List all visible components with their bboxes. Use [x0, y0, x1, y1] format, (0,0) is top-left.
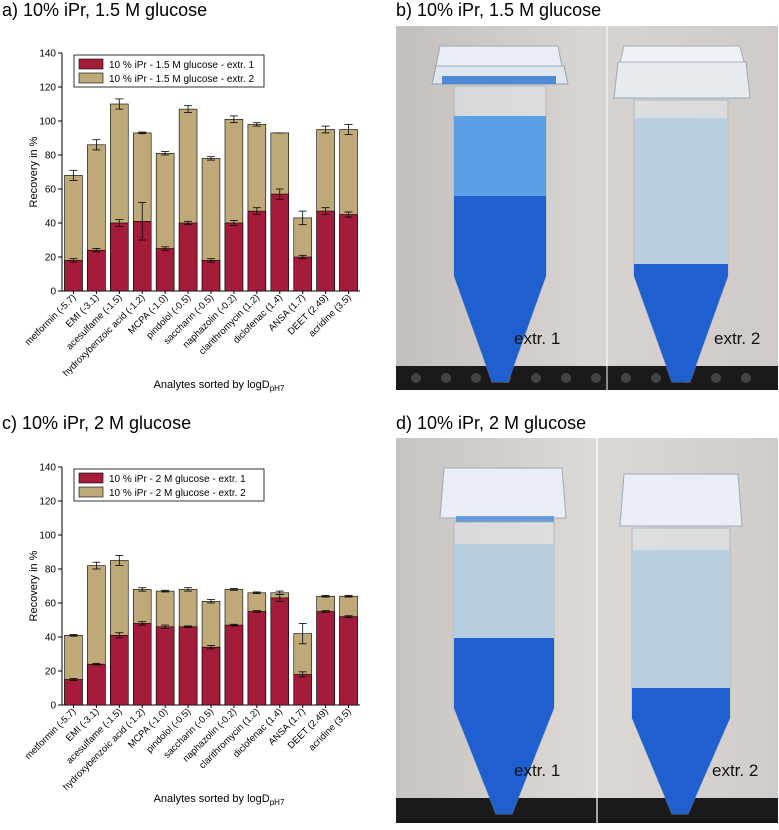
bar-extr1 — [110, 635, 129, 706]
y-tick-label: 0 — [50, 287, 56, 298]
bar-extr1 — [339, 214, 358, 292]
y-tick-label: 140 — [39, 49, 56, 60]
y-tick-label: 20 — [45, 253, 57, 264]
tube-right-d — [619, 473, 743, 815]
x-axis-label-subscript: pH7 — [270, 798, 285, 807]
bar-extr1 — [178, 626, 198, 706]
panel-a-label: a) 10% iPr, 1.5 M glucose — [2, 0, 208, 20]
y-tick-label: 120 — [39, 83, 56, 94]
bar-extr1 — [293, 256, 312, 292]
y-tick-label: 60 — [45, 599, 57, 610]
tube-left-label-b: extr. 1 — [514, 329, 560, 348]
bar-extr1 — [247, 611, 267, 706]
y-tick-label: 100 — [39, 117, 56, 128]
bar-extr1 — [155, 626, 175, 706]
legend-swatch — [78, 72, 104, 84]
tube-left-d — [439, 467, 567, 815]
bar-extr1 — [155, 248, 175, 292]
bar-extr1 — [339, 616, 358, 706]
bar-extr1 — [87, 249, 106, 292]
tube-left-label-d: extr. 1 — [514, 761, 560, 780]
bar-extr1 — [293, 674, 312, 706]
x-axis-label: Analytes sorted by logDpH7 — [154, 793, 285, 807]
y-tick-label: 100 — [39, 531, 56, 542]
y-axis-label: Recovery in % — [28, 136, 40, 207]
panel-d-label: d) 10% iPr, 2 M glucose — [396, 413, 587, 433]
photo-b-tubes: extr. 1 extr. 2 — [396, 26, 778, 390]
y-tick-label: 20 — [45, 667, 57, 678]
bar-extr1 — [224, 624, 244, 706]
bar-extr1 — [178, 222, 198, 292]
bar-extr1 — [270, 597, 290, 706]
tube-right-b — [613, 45, 751, 383]
x-axis-label: Analytes sorted by logDpH7 — [154, 379, 285, 393]
y-tick-label: 40 — [45, 219, 57, 230]
panel-b-label: b) 10% iPr, 1.5 M glucose — [396, 0, 602, 20]
legend-box — [73, 468, 265, 502]
bar-extr1 — [316, 210, 335, 292]
legend-box — [73, 54, 265, 88]
bar-extr1 — [270, 193, 290, 292]
legend-entry: 10 % iPr - 2 M glucose - extr. 2 — [109, 488, 246, 499]
y-tick-label: 120 — [39, 497, 56, 508]
photo-d-tubes: extr. 1 extr. 2 — [396, 438, 778, 823]
y-tick-label: 40 — [45, 633, 57, 644]
y-axis-label: Recovery in % — [28, 550, 40, 621]
panel-c-label: c) 10% iPr, 2 M glucose — [2, 413, 192, 433]
legend-entry: 10 % iPr - 1.5 M glucose - extr. 1 — [109, 60, 254, 71]
bar-extr1 — [132, 623, 152, 706]
legend-swatch — [78, 472, 104, 484]
y-tick-label: 80 — [45, 565, 57, 576]
bar-extr1 — [64, 679, 83, 706]
bar-extr1 — [224, 222, 244, 292]
bar-extr1 — [87, 663, 106, 706]
legend-entry: 10 % iPr - 1.5 M glucose - extr. 2 — [109, 74, 254, 85]
tube-left-b — [431, 45, 569, 383]
bar-extr1 — [247, 210, 267, 292]
legend-entry: 10 % iPr - 2 M glucose - extr. 1 — [109, 474, 246, 485]
y-tick-label: 60 — [45, 185, 57, 196]
legend-swatch — [78, 486, 104, 498]
y-tick-label: 80 — [45, 151, 57, 162]
y-tick-label: 140 — [39, 463, 56, 474]
bar-extr1 — [64, 260, 83, 292]
bar-extr1 — [316, 611, 335, 706]
bar-extr1 — [201, 260, 221, 292]
x-axis-label-subscript: pH7 — [270, 384, 285, 393]
y-tick-label: 0 — [50, 701, 56, 712]
tube-right-label-b: extr. 2 — [714, 329, 760, 348]
legend-swatch — [78, 58, 104, 70]
bar-extr1 — [201, 646, 221, 706]
bar-extr1 — [110, 222, 129, 292]
tube-right-label-d: extr. 2 — [712, 761, 758, 780]
